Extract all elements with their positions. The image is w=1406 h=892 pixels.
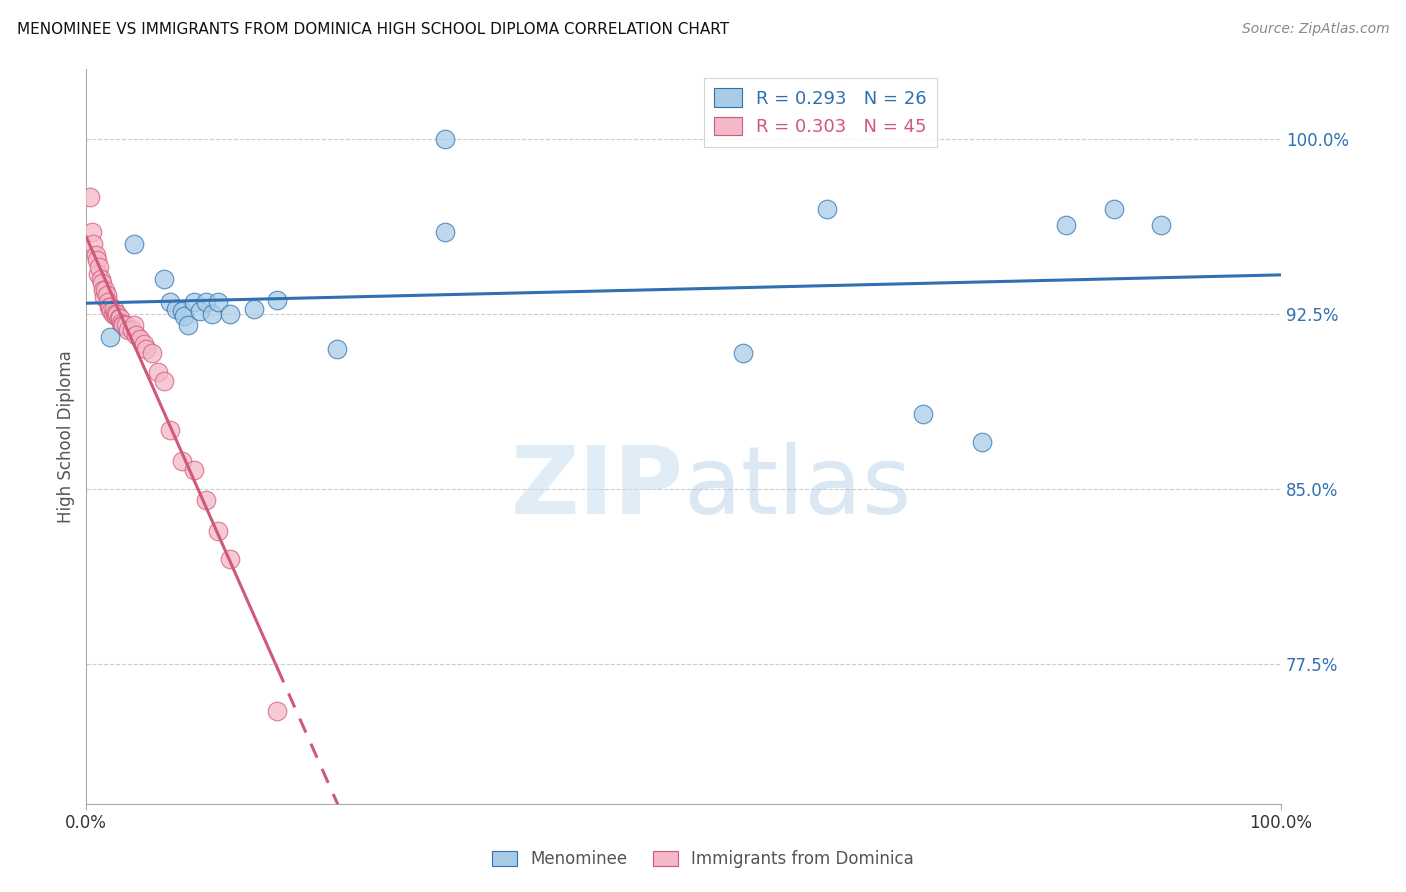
Point [82, 236, 104, 251]
Point [86, 252, 108, 267]
Point [129, 332, 152, 346]
Point [117, 323, 139, 337]
Point [121, 323, 143, 337]
Point [159, 424, 181, 438]
Point [87, 267, 110, 281]
Text: atlas: atlas [683, 442, 912, 533]
Y-axis label: High School Diploma: High School Diploma [58, 350, 75, 523]
Point [173, 309, 195, 323]
Point [1102, 202, 1125, 216]
Point [194, 295, 217, 310]
Point [194, 493, 217, 508]
Point [84, 248, 107, 262]
Point [93, 290, 115, 304]
Point [207, 524, 229, 538]
Point [183, 463, 205, 477]
Text: ZIP: ZIP [510, 442, 683, 533]
Point [110, 316, 132, 330]
Point [132, 337, 155, 351]
Point [170, 304, 193, 318]
Point [100, 304, 122, 318]
Point [207, 295, 229, 310]
Legend: Menominee, Immigrants from Dominica: Menominee, Immigrants from Dominica [485, 844, 921, 875]
Point [90, 277, 112, 291]
Point [101, 307, 124, 321]
Point [107, 311, 129, 326]
Point [266, 704, 288, 718]
Point [165, 301, 187, 316]
Point [94, 283, 117, 297]
Point [111, 318, 134, 333]
Point [89, 260, 111, 274]
Point [1150, 218, 1173, 232]
Point [90, 271, 112, 285]
Point [146, 365, 169, 379]
Point [326, 342, 349, 356]
Point [98, 300, 121, 314]
Point [433, 225, 456, 239]
Point [79, 190, 101, 204]
Point [125, 327, 148, 342]
Point [96, 288, 118, 302]
Point [218, 307, 240, 321]
Point [141, 346, 163, 360]
Point [972, 435, 994, 450]
Text: Source: ZipAtlas.com: Source: ZipAtlas.com [1241, 22, 1389, 37]
Point [433, 131, 456, 145]
Text: MENOMINEE VS IMMIGRANTS FROM DOMINICA HIGH SCHOOL DIPLOMA CORRELATION CHART: MENOMINEE VS IMMIGRANTS FROM DOMINICA HI… [17, 22, 728, 37]
Point [218, 551, 240, 566]
Point [183, 295, 205, 310]
Point [104, 307, 127, 321]
Point [112, 318, 135, 333]
Point [135, 342, 157, 356]
Point [122, 236, 145, 251]
Point [266, 293, 288, 307]
Point [733, 346, 755, 360]
Point [911, 407, 934, 421]
Point [170, 454, 193, 468]
Point [82, 225, 104, 239]
Point [91, 283, 114, 297]
Point [242, 301, 264, 316]
Point [105, 307, 128, 321]
Point [114, 318, 136, 333]
Point [98, 300, 121, 314]
Point [108, 311, 131, 326]
Point [97, 295, 120, 310]
Point [122, 318, 145, 333]
Point [177, 318, 200, 333]
Point [188, 304, 211, 318]
Point [153, 271, 176, 285]
Point [103, 301, 125, 316]
Point [159, 295, 181, 310]
Point [201, 307, 224, 321]
Point [815, 202, 838, 216]
Point [105, 309, 128, 323]
Point [153, 375, 176, 389]
Legend: R = 0.293   N = 26, R = 0.303   N = 45: R = 0.293 N = 26, R = 0.303 N = 45 [703, 78, 938, 147]
Point [98, 330, 121, 344]
Point [1054, 218, 1077, 232]
